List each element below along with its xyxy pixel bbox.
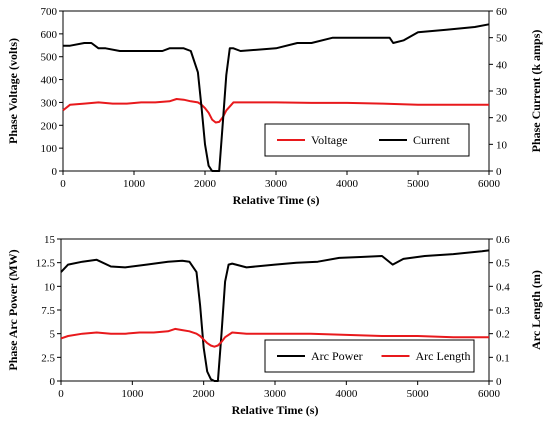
y-right-tick-label: 0.2: [496, 329, 510, 341]
x-tick-label: 3000: [264, 388, 287, 400]
x-tick-label: 6000: [478, 388, 501, 400]
x-tick-label: 0: [58, 388, 64, 400]
y-axis-title: Phase Arc Power (MW): [6, 249, 20, 370]
x-tick-label: 4000: [335, 388, 358, 400]
y-right-axis-title: Arc Length (m): [529, 270, 543, 350]
y-axis-title: Phase Voltage (volts): [6, 38, 20, 144]
x-tick-label: 5000: [407, 178, 430, 190]
y-tick-label: 7.5: [41, 305, 55, 317]
y-right-tick-label: 50: [496, 33, 508, 45]
x-tick-label: 2000: [194, 178, 217, 190]
y-tick-label: 400: [41, 75, 58, 87]
y-tick-label: 700: [41, 6, 58, 18]
series-line-current: [63, 23, 490, 172]
x-tick-label: 3000: [265, 178, 288, 190]
legend-label: Voltage: [311, 133, 347, 147]
y-right-tick-label: 10: [496, 139, 508, 151]
y-tick-label: 15: [44, 234, 56, 246]
x-tick-label: 4000: [336, 178, 359, 190]
y-right-tick-label: 0.6: [496, 234, 510, 246]
x-axis-title: Relative Time (s): [232, 403, 319, 417]
x-axis-title: Relative Time (s): [233, 193, 320, 207]
x-tick-label: 1000: [121, 388, 144, 400]
chart-2: 0 1000 2000 3000 4000 5000 600002.557.51012.51…: [6, 234, 543, 417]
series-line-arc-length: [60, 327, 489, 348]
y-tick-label: 10: [44, 281, 56, 293]
y-right-tick-label: 0: [496, 166, 502, 178]
y-tick-label: 0: [50, 376, 56, 388]
y-right-tick-label: 60: [496, 6, 508, 18]
legend-label: Current: [413, 133, 450, 147]
y-right-tick-label: 0.5: [496, 258, 510, 270]
x-tick-label: 2000: [193, 388, 216, 400]
y-tick-label: 5: [50, 329, 56, 341]
chart-1: 0 1000 2000 3000 4000 5000 6000010020030040050…: [6, 6, 543, 207]
y-tick-label: 12.5: [36, 258, 56, 270]
y-right-tick-label: 0.1: [496, 352, 510, 364]
y-right-tick-label: 0: [496, 376, 502, 388]
y-right-tick-label: 20: [496, 113, 508, 125]
legend-label: Arc Length: [416, 349, 471, 363]
x-tick-label: 1000: [123, 178, 146, 190]
y-tick-label: 2.5: [41, 352, 55, 364]
y-right-axis-title: Phase Current (k amps): [529, 30, 543, 153]
series-line-voltage: [62, 98, 489, 124]
y-tick-label: 0: [52, 166, 58, 178]
y-tick-label: 100: [41, 143, 58, 155]
legend-label: Arc Power: [311, 349, 363, 363]
y-tick-label: 200: [41, 120, 58, 132]
y-right-tick-label: 0.3: [496, 305, 510, 317]
y-right-tick-label: 0.4: [496, 281, 510, 293]
x-tick-label: 5000: [407, 388, 430, 400]
series-line-arc-power: [60, 249, 490, 382]
x-tick-label: 6000: [478, 178, 501, 190]
x-tick-label: 0: [60, 178, 66, 190]
y-tick-label: 500: [41, 52, 58, 64]
y-tick-label: 300: [41, 97, 58, 109]
y-tick-label: 600: [41, 29, 58, 41]
y-right-tick-label: 30: [496, 86, 508, 98]
y-right-tick-label: 40: [496, 59, 508, 71]
